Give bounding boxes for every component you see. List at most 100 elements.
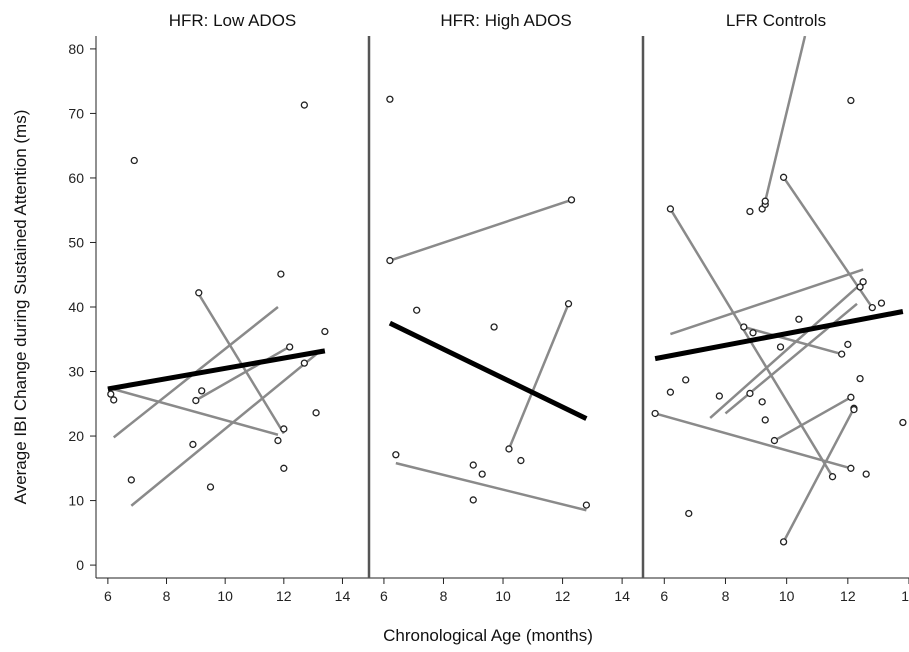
individual-line bbox=[773, 396, 852, 442]
data-point bbox=[651, 409, 659, 418]
data-point bbox=[478, 470, 486, 478]
data-point bbox=[828, 473, 837, 481]
data-point bbox=[469, 496, 477, 504]
panels: HFR: Low ADOS 6 8 10 12 14 HFR: High ADOS 6 8 10 1… bbox=[96, 11, 909, 604]
x-tick-label: 12 bbox=[276, 588, 292, 604]
data-point bbox=[517, 456, 525, 465]
x-tick-label: 10 bbox=[495, 588, 511, 604]
data-point bbox=[321, 327, 329, 336]
panel-title: HFR: Low ADOS bbox=[169, 11, 297, 30]
data-point bbox=[312, 409, 320, 417]
x-tick-label: 14 bbox=[901, 588, 909, 604]
x-tick-label: 14 bbox=[614, 588, 630, 604]
data-point bbox=[749, 329, 757, 337]
data-point bbox=[856, 374, 864, 383]
individual-line bbox=[654, 412, 852, 470]
data-point bbox=[280, 425, 288, 433]
data-point bbox=[685, 509, 693, 518]
panel-title: HFR: High ADOS bbox=[440, 11, 571, 30]
data-point bbox=[779, 538, 788, 546]
individual-line bbox=[107, 386, 279, 436]
data-point bbox=[740, 323, 748, 331]
x-tick-label: 8 bbox=[163, 588, 171, 604]
individual-line bbox=[389, 198, 572, 262]
y-axis: 0 10 20 30 40 50 60 70 80 bbox=[68, 36, 97, 578]
data-point bbox=[746, 207, 754, 216]
data-point bbox=[761, 197, 769, 205]
y-tick-label: 40 bbox=[68, 299, 84, 315]
data-point bbox=[758, 398, 766, 406]
individual-line bbox=[764, 36, 807, 202]
individual-line bbox=[130, 348, 323, 507]
panel-1: HFR: Low ADOS 6 8 10 12 14 bbox=[96, 11, 369, 604]
data-point bbox=[505, 445, 513, 453]
y-axis-title-group: Average IBI Change during Sustained Atte… bbox=[11, 110, 30, 505]
individual-line bbox=[670, 268, 864, 336]
individual-line bbox=[782, 407, 856, 543]
data-point bbox=[899, 418, 907, 427]
x-tick-label: 10 bbox=[217, 588, 233, 604]
x-axis-title: Chronological Age (months) bbox=[383, 626, 593, 645]
y-tick-label: 10 bbox=[68, 493, 84, 509]
data-point bbox=[779, 173, 788, 181]
data-point bbox=[198, 387, 206, 395]
data-point bbox=[274, 436, 282, 445]
y-tick-label: 60 bbox=[68, 170, 84, 186]
x-tick-label: 12 bbox=[840, 588, 856, 604]
group-line bbox=[388, 320, 588, 421]
x-tick-label: 8 bbox=[440, 588, 448, 604]
data-point bbox=[300, 101, 308, 109]
data-point bbox=[490, 323, 498, 331]
data-point bbox=[838, 350, 846, 358]
data-point bbox=[715, 392, 724, 400]
y-tick-label: 70 bbox=[68, 105, 84, 121]
individual-line bbox=[198, 347, 288, 400]
y-tick-label: 0 bbox=[76, 557, 84, 573]
data-point bbox=[666, 205, 675, 213]
data-point bbox=[877, 299, 886, 307]
data-point bbox=[862, 470, 870, 478]
x-tick-label: 6 bbox=[104, 588, 112, 604]
data-point bbox=[206, 483, 215, 491]
x-tick-label: 6 bbox=[380, 588, 388, 604]
group-line bbox=[107, 348, 326, 392]
data-point bbox=[127, 476, 135, 484]
group-line bbox=[654, 309, 904, 362]
panel-data bbox=[107, 101, 329, 507]
data-point bbox=[195, 289, 203, 297]
data-point bbox=[859, 278, 867, 286]
data-point bbox=[392, 451, 400, 459]
data-point bbox=[844, 340, 852, 349]
panel-2: HFR: High ADOS 6 8 10 12 14 bbox=[369, 11, 643, 604]
panel-3: LFR Controls 6 8 10 12 14 bbox=[643, 11, 909, 604]
data-point bbox=[469, 461, 477, 469]
individual-line bbox=[709, 280, 864, 419]
data-point bbox=[192, 396, 200, 405]
individual-line bbox=[724, 302, 858, 415]
data-point bbox=[847, 96, 855, 105]
data-point bbox=[847, 464, 855, 472]
panel-data bbox=[651, 36, 907, 546]
data-point bbox=[280, 464, 288, 472]
y-tick-label: 50 bbox=[68, 234, 84, 250]
data-point bbox=[850, 405, 858, 414]
data-point bbox=[666, 388, 675, 396]
data-point bbox=[582, 501, 591, 509]
data-point bbox=[746, 389, 754, 398]
x-tick-label: 14 bbox=[335, 588, 351, 604]
data-point bbox=[567, 196, 576, 204]
panel-title: LFR Controls bbox=[726, 11, 826, 30]
data-point bbox=[110, 396, 118, 404]
data-point bbox=[770, 436, 779, 445]
individual-line bbox=[743, 325, 843, 356]
data-point bbox=[564, 300, 573, 308]
x-tick-label: 10 bbox=[779, 588, 795, 604]
data-point bbox=[776, 343, 785, 351]
data-point bbox=[130, 156, 138, 165]
individual-line bbox=[507, 303, 570, 450]
panel-data bbox=[386, 95, 591, 512]
data-point bbox=[682, 376, 690, 384]
data-point bbox=[413, 306, 421, 314]
individual-line bbox=[395, 461, 587, 512]
